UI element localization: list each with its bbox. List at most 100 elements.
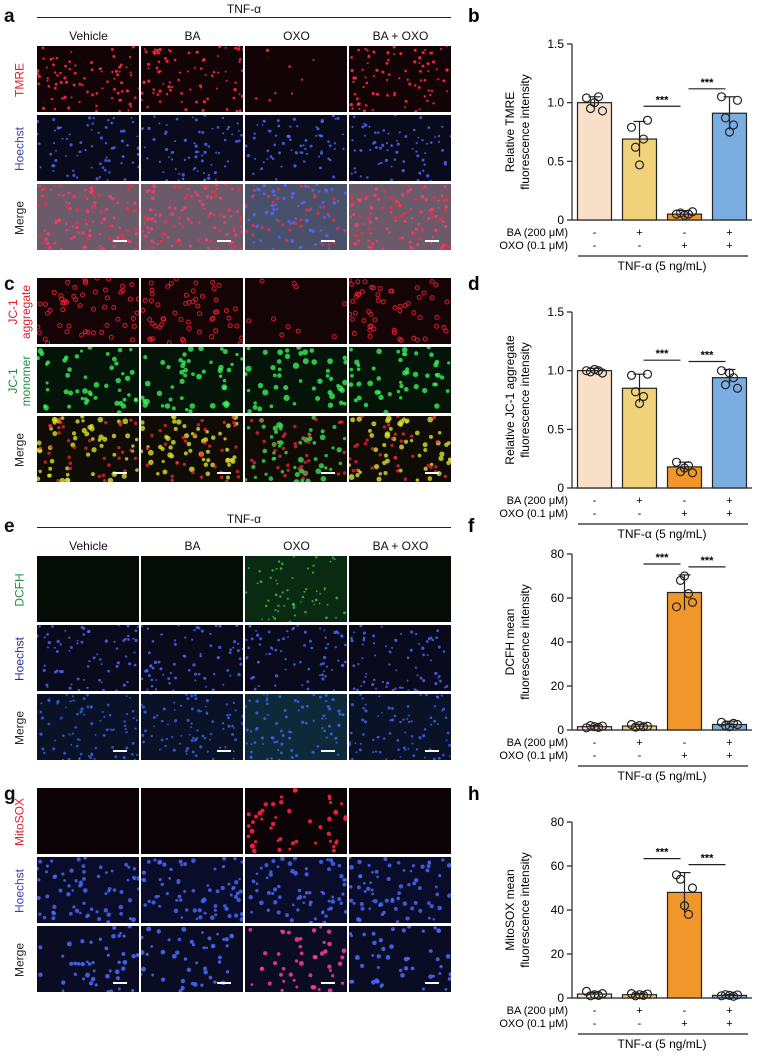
y-tick-label: 0 — [557, 723, 564, 737]
micrograph-image — [349, 115, 451, 181]
panel-label-d: d — [468, 274, 480, 295]
treatment-label: BA (200 μM) — [507, 227, 568, 239]
scale-bar — [217, 240, 231, 242]
y-tick-label: 0 — [557, 991, 564, 1005]
micrograph-tile — [245, 184, 347, 250]
micrograph-tile — [245, 416, 347, 482]
y-tick-label: 0 — [557, 213, 564, 227]
micrograph-tile — [37, 694, 139, 760]
y-axis-label: Relative TMRE — [503, 92, 517, 172]
micrograph-image — [245, 184, 347, 250]
micrograph-tile — [37, 184, 139, 250]
scale-bar — [425, 472, 439, 474]
micrograph-tile — [245, 625, 347, 691]
data-point — [589, 364, 600, 375]
y-tick-label: 1.5 — [547, 37, 564, 51]
y-tick-label: 40 — [551, 903, 565, 917]
scale-bar — [321, 982, 335, 984]
micrograph-image — [349, 926, 451, 992]
treatment-sign: + — [726, 495, 732, 507]
scale-bar — [113, 750, 127, 752]
data-point — [687, 468, 698, 478]
data-point — [597, 721, 608, 731]
data-point — [626, 122, 637, 132]
data-point — [642, 989, 653, 999]
treatment-sign: - — [593, 750, 597, 762]
panel-label-c: c — [4, 274, 15, 295]
y-tick-label: 60 — [551, 859, 565, 873]
column-header: Vehicle — [69, 29, 108, 43]
micrograph-tile — [141, 115, 243, 181]
data-point — [593, 722, 604, 732]
micrograph-tile — [141, 184, 243, 250]
micrograph-tile — [141, 347, 243, 413]
treatment-label: OXO (0.1 μM) — [499, 1018, 568, 1030]
micrograph-tile — [349, 788, 451, 854]
micrograph-tile — [37, 625, 139, 691]
data-point — [642, 369, 653, 379]
micrograph-tile — [349, 694, 451, 760]
micrograph-image — [141, 857, 243, 923]
row-label: TMRE — [12, 62, 27, 97]
micrograph-tile — [37, 788, 139, 854]
data-point — [683, 461, 694, 471]
data-point — [638, 990, 649, 1000]
micrograph-image — [245, 926, 347, 992]
micrograph-tile — [245, 857, 347, 923]
y-axis-label: fluorescence intensity — [518, 74, 532, 189]
micrograph-tile — [37, 556, 139, 622]
treatment-sign: - — [683, 495, 687, 507]
micrograph-tile — [141, 694, 243, 760]
row-label: MitoSOX — [12, 797, 27, 846]
condition-label: TNF-α (5 ng/mL) — [618, 259, 707, 273]
treatment-sign: + — [726, 1005, 732, 1017]
micrograph-image — [349, 278, 451, 344]
micrograph-tile — [37, 926, 139, 992]
data-point — [720, 113, 731, 123]
treatment-sign: + — [636, 495, 642, 507]
micrograph-tile — [245, 278, 347, 344]
y-axis-label: fluorescence intensity — [518, 852, 532, 967]
data-point — [675, 874, 686, 884]
micrograph-tile — [349, 184, 451, 250]
treatment-label: OXO (0.1 μM) — [499, 750, 568, 762]
treatment-label: BA (200 μM) — [507, 737, 568, 749]
column-header: OXO — [283, 539, 310, 553]
treatment-label: OXO (0.1 μM) — [499, 240, 568, 252]
significance-label: *** — [701, 853, 715, 865]
micrograph-image — [37, 184, 139, 250]
micrograph-tile — [349, 46, 451, 112]
treatment-sign: - — [683, 227, 687, 239]
panel-label-h: h — [468, 784, 480, 805]
data-point — [597, 368, 608, 378]
data-point — [679, 571, 690, 581]
treatment-label: OXO (0.1 μM) — [499, 508, 568, 520]
micrograph-tile — [245, 46, 347, 112]
treatment-header: TNF-α — [226, 2, 262, 16]
y-tick-label: 0.5 — [547, 154, 564, 168]
panel-label-f: f — [468, 516, 475, 537]
micrograph-image — [349, 694, 451, 760]
micrograph-tile — [245, 347, 347, 413]
row-label: Hoechst — [12, 126, 27, 171]
column-header: BA + OXO — [372, 539, 429, 553]
treatment-sign: + — [636, 737, 642, 749]
data-point — [581, 93, 592, 103]
micrograph-image — [245, 625, 347, 691]
y-tick-label: 1.0 — [547, 96, 564, 110]
panel-label-a: a — [4, 6, 15, 27]
data-point — [687, 597, 698, 608]
y-tick-label: 1.5 — [547, 305, 564, 319]
micrograph-tile — [141, 926, 243, 992]
micrograph-image — [349, 184, 451, 250]
micrograph-image — [37, 857, 139, 923]
bar-chart-b: b 0 0.5 1.0 1.5 Relative TMRE fluorescence int… — [468, 6, 752, 273]
scale-bar — [113, 240, 127, 242]
micrograph-tile — [37, 347, 139, 413]
micrograph-tile — [141, 556, 243, 622]
y-tick-label: 20 — [551, 679, 565, 693]
data-point — [671, 602, 682, 612]
data-point — [728, 120, 739, 130]
treatment-label: BA (200 μM) — [507, 1005, 568, 1017]
significance-label: *** — [656, 94, 670, 106]
